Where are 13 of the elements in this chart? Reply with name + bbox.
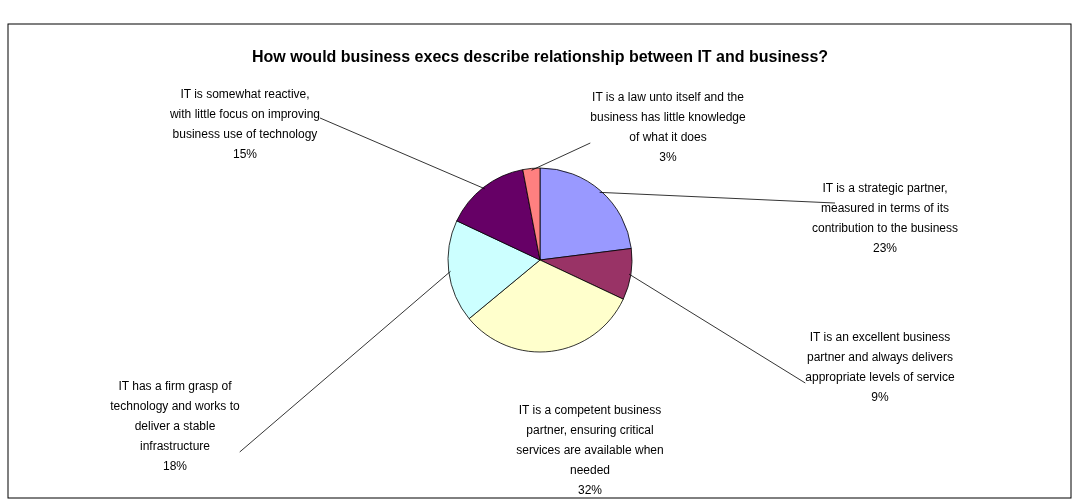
- data-label: 18%: [162, 459, 188, 473]
- data-label: 3%: [659, 150, 677, 164]
- data-label: 23%: [872, 241, 898, 255]
- slice-label: IT is an excellent business partner and always delivers appropriate levels of service: [805, 330, 956, 384]
- slice-label: IT is somewhat reactive, with little focus on improving business use of technology: [168, 87, 321, 141]
- data-label: 9%: [871, 390, 889, 404]
- slice-label: IT is a law unto itself and the business has little knowledge of what it does: [590, 90, 747, 144]
- data-label: 32%: [577, 483, 603, 497]
- data-label: 15%: [232, 147, 258, 161]
- slice-label: IT is a strategic partner, measured in terms of its contribution to the business: [811, 181, 959, 235]
- chart-title: How would business execs describe relationship between IT and business?: [251, 48, 829, 65]
- slice-label: IT has a firm grasp of technology and works to deliver a stable infrastructure: [110, 379, 241, 453]
- slice-label: IT is a competent business partner, ensuring critical services are available when needed: [516, 403, 664, 477]
